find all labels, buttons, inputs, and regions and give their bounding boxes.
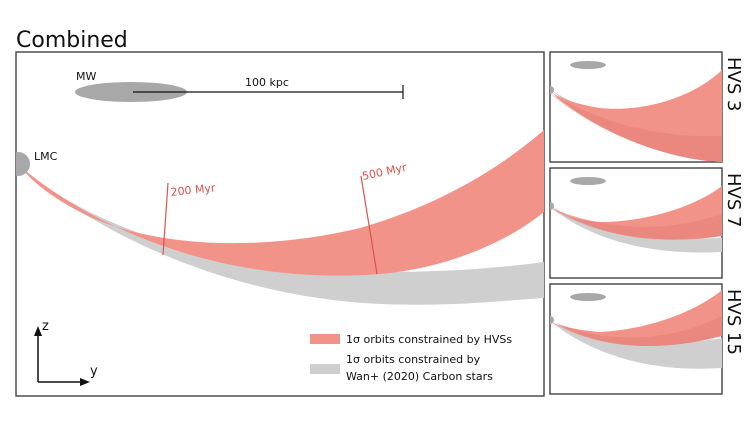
lmc-marker: [550, 316, 554, 324]
side-panel-hvs7: HVS 7: [549, 167, 744, 279]
milky-way-disk: [570, 293, 606, 301]
side-panel-label: HVS 15: [723, 289, 744, 355]
legend-label-carbon-line2: Wan+ (2020) Carbon stars: [346, 370, 493, 383]
hvs-orbit-band-overlap: [551, 316, 722, 347]
panel-title: Combined: [16, 28, 128, 53]
lmc-marker: [16, 152, 30, 176]
lmc-marker: [550, 202, 554, 210]
carbon-star-orbit-band: [551, 208, 722, 253]
y-axis-label: y: [90, 364, 98, 379]
milky-way-disk: [75, 82, 187, 102]
time-mark-500: [360, 175, 378, 275]
side-panel-hvs3: HVS 3: [549, 51, 744, 163]
time-mark-200: [162, 182, 169, 256]
z-axis-label: z: [42, 319, 49, 334]
axes-indicator: [34, 326, 90, 386]
hvs-orbit-band: [22, 130, 544, 276]
time-mark-200-label: 200 Myr: [170, 181, 217, 199]
hvs-orbit-band-overlap: [551, 94, 722, 162]
side-panel-label: HVS 7: [723, 173, 744, 227]
legend-label-carbon-line1: 1σ orbits constrained by: [346, 353, 481, 366]
carbon-star-orbit-band: [22, 170, 544, 305]
legend-swatch-hvs: [310, 334, 340, 344]
side-panel-label: HVS 3: [723, 57, 744, 111]
milky-way-disk: [570, 61, 606, 69]
mw-label: MW: [76, 70, 96, 83]
hvs-orbit-band-overlap: [551, 208, 722, 240]
scale-bar-label: 100 kpc: [245, 76, 289, 89]
lmc-marker: [550, 86, 554, 94]
milky-way-disk: [570, 177, 606, 185]
main-panel: LMC MW 100 kpc 200 Myr 500 Myr z y 1σ or…: [15, 51, 545, 397]
side-panel-hvs15: HVS 15: [549, 283, 744, 395]
legend: 1σ orbits constrained by HVSs 1σ orbits …: [310, 333, 512, 383]
legend-label-hvs: 1σ orbits constrained by HVSs: [346, 333, 512, 346]
lmc-label: LMC: [34, 150, 58, 163]
legend-swatch-carbon: [310, 364, 340, 374]
